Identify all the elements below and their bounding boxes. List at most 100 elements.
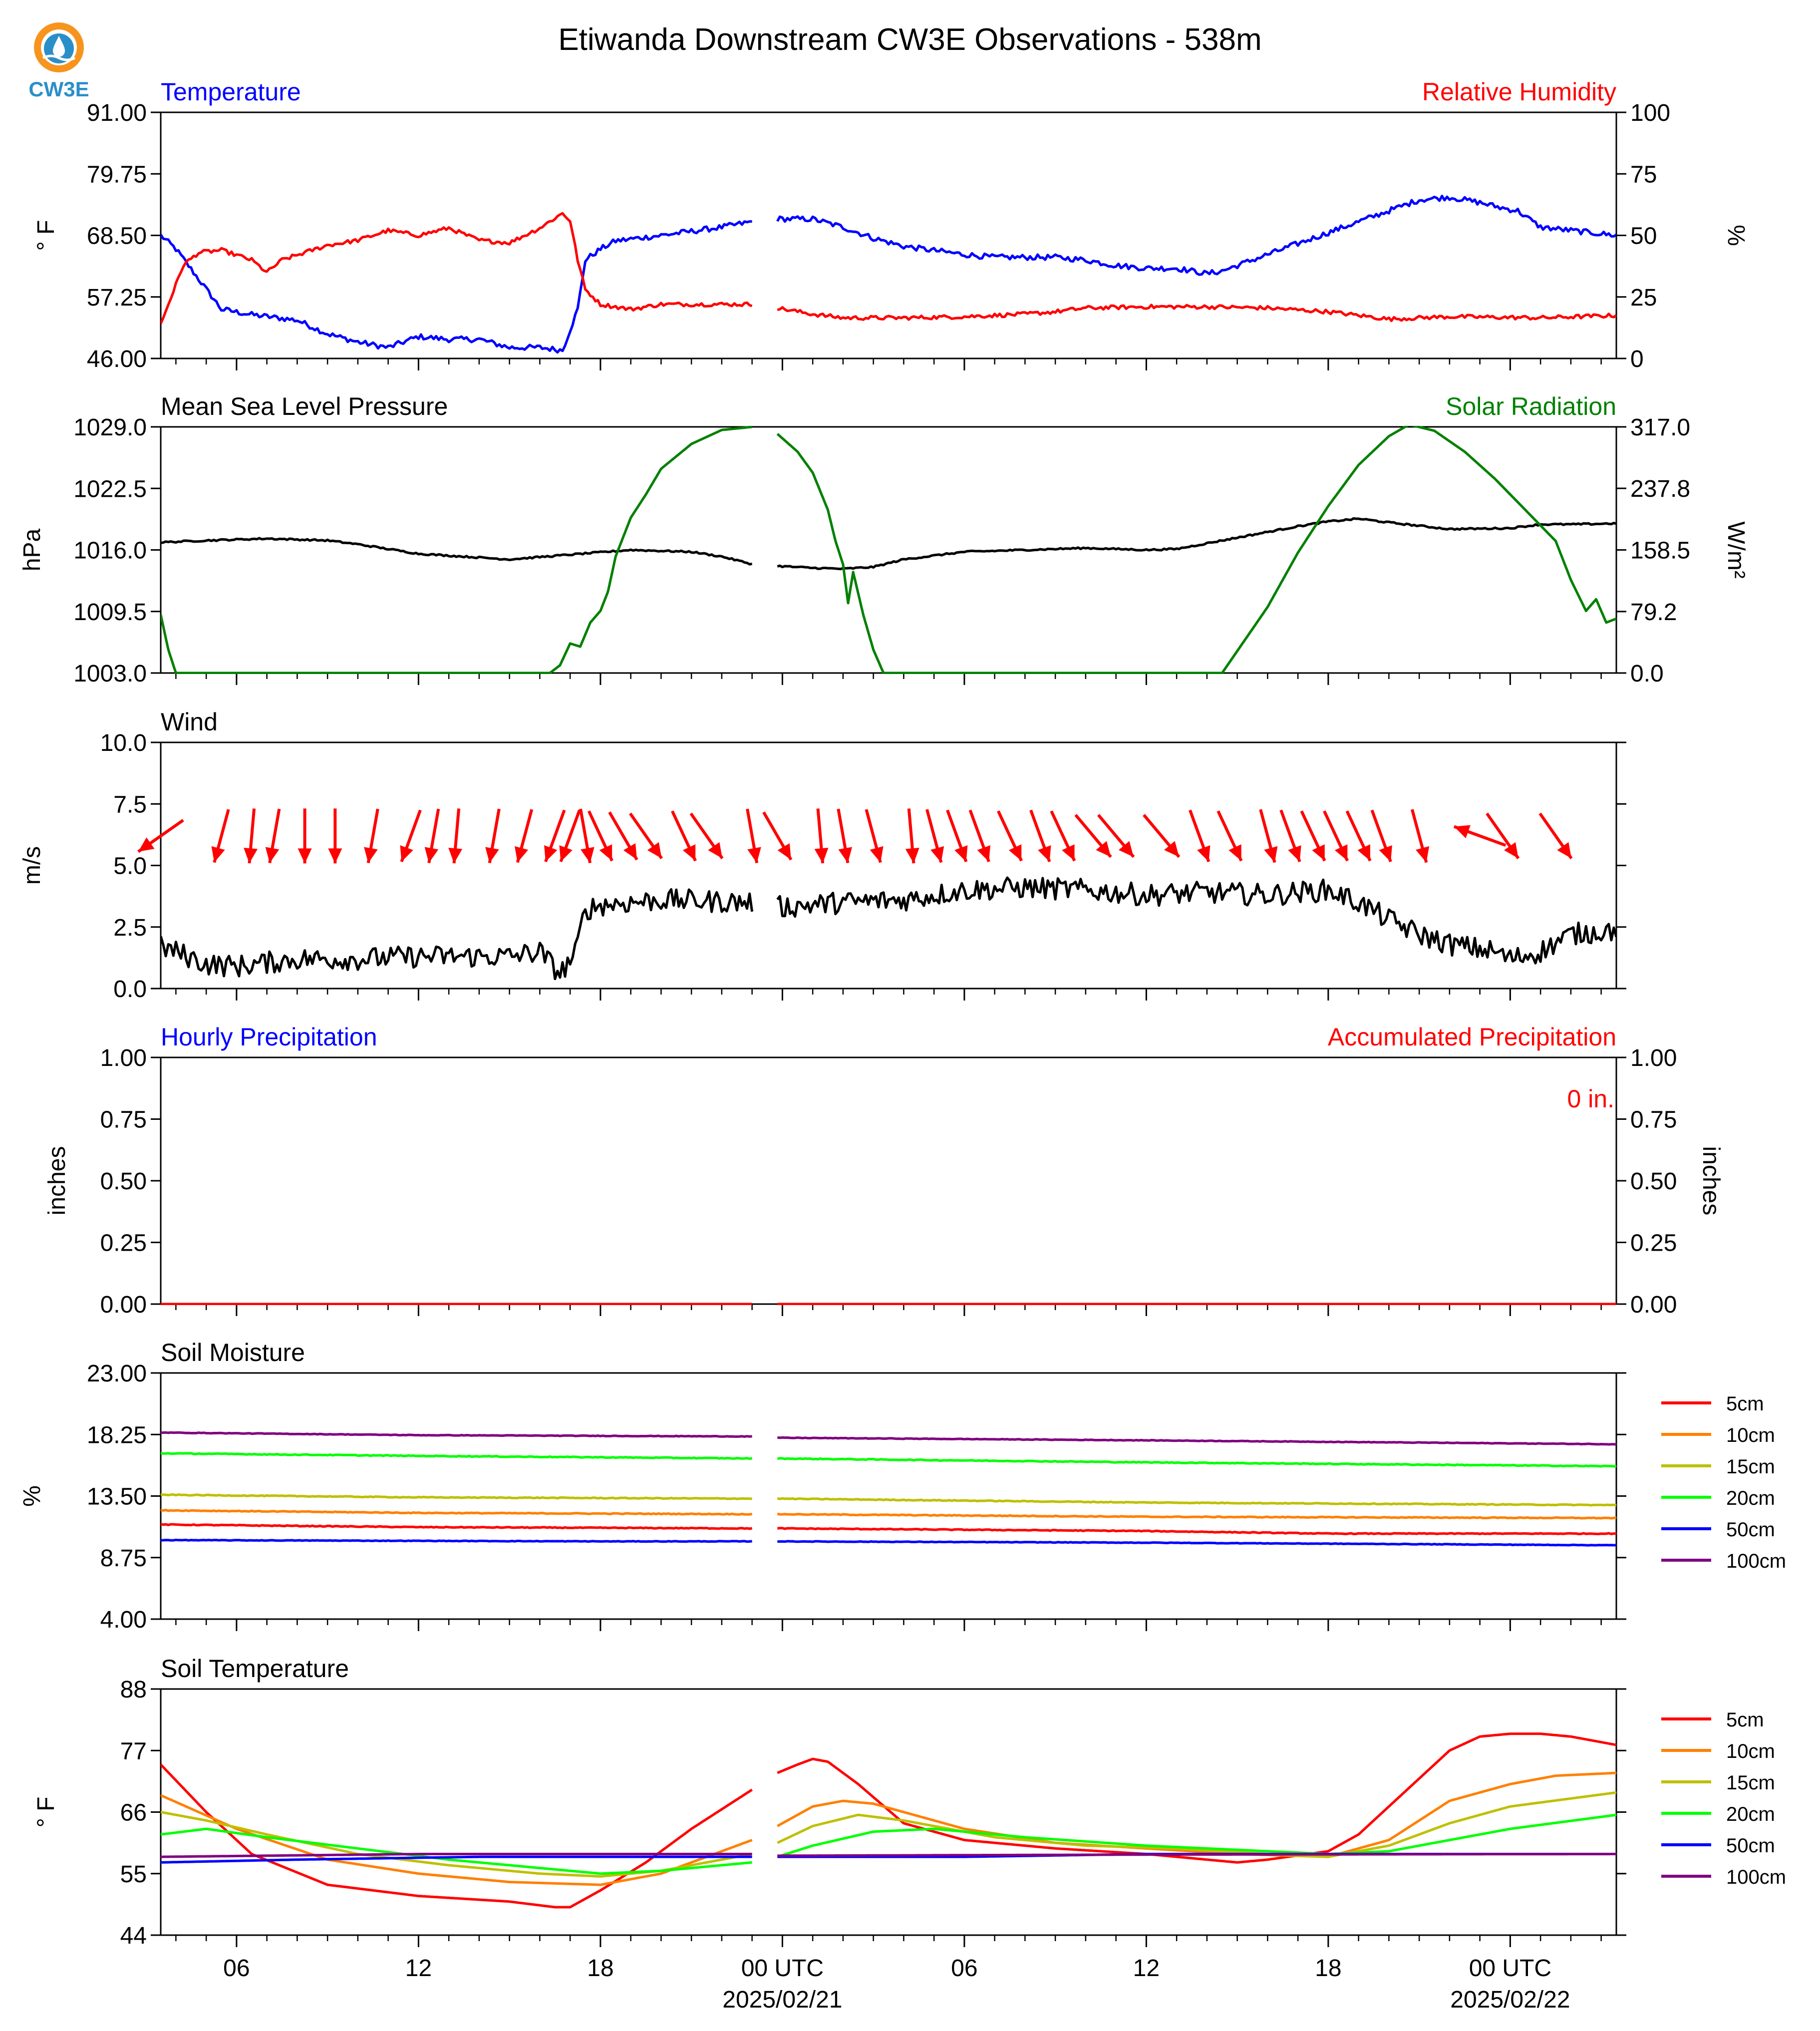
wind-direction-arrow	[1189, 809, 1211, 863]
legend-label: 10cm	[1726, 1424, 1775, 1446]
y-tick-label: 4.00	[100, 1607, 147, 1633]
legend-label: 10cm	[1726, 1740, 1775, 1762]
y-axis-label: m/s	[19, 846, 45, 885]
legend-item: 50cm	[1661, 1835, 1775, 1857]
y-axis-label: hPa	[19, 528, 45, 571]
y-tick-label: 0.50	[1630, 1168, 1677, 1195]
series-line-15cm	[161, 1493, 1616, 1507]
y-tick-label: 1022.5	[73, 476, 147, 502]
y-axis-right-label: inches	[1698, 1146, 1724, 1216]
wind-direction-arrow	[1486, 812, 1520, 860]
wind-direction-arrow	[905, 808, 919, 864]
wind-direction-arrow	[1345, 810, 1372, 862]
wind-direction-arrow	[689, 812, 724, 860]
y-axis-label: ° F	[33, 1797, 59, 1828]
y-tick-label: 100	[1630, 100, 1670, 126]
wind-direction-arrow	[244, 808, 258, 864]
y-tick-label: 237.8	[1630, 476, 1690, 502]
wind-direction-arrow	[137, 819, 184, 853]
x-axis	[175, 989, 1602, 1001]
wind-arrow-head-icon	[1312, 844, 1325, 861]
wind-direction-arrow	[485, 808, 501, 864]
wind-arrow-head-icon	[1118, 841, 1134, 857]
wind-arrows	[137, 808, 1573, 864]
series-line-primary	[161, 195, 1616, 354]
wind-direction-arrow	[814, 808, 829, 864]
y-tick-label: 0.00	[100, 1292, 147, 1318]
x-axis	[175, 673, 1602, 685]
accumulated-total-label: 0 in.	[1567, 1085, 1614, 1113]
y-axis-right: 0.00 0.25 0.50 0.75 1.00 inches	[1616, 1045, 1724, 1318]
wind-direction-arrow	[298, 808, 312, 864]
y-tick-label: 1.00	[1630, 1045, 1677, 1071]
legend-label: 20cm	[1726, 1803, 1775, 1825]
wind-direction-arrow	[1143, 814, 1181, 858]
wind-arrow-head-icon	[838, 847, 853, 863]
panel-title-right: Relative Humidity	[1422, 78, 1616, 106]
y-tick-label: 5.0	[113, 853, 147, 880]
wind-direction-arrow	[364, 808, 379, 864]
wind-direction-arrow	[448, 808, 463, 864]
y-axis-left: 0.00 0.25 0.50 0.75 1.00 inches	[44, 1045, 161, 1318]
y-tick-label: 55	[120, 1861, 147, 1888]
series-line-secondary	[161, 212, 1616, 325]
wind-arrow-head-icon	[1228, 844, 1241, 861]
x-tick-label: 00 UTC	[741, 1955, 824, 1982]
wind-arrow-head-icon	[599, 844, 612, 861]
series-group	[161, 426, 1616, 674]
wind-direction-arrow	[608, 811, 638, 861]
wind-arrow-head-icon	[1164, 841, 1180, 857]
wind-direction-arrow	[544, 809, 566, 863]
legend-label: 5cm	[1726, 1393, 1764, 1415]
wind-arrow-head-icon	[1096, 841, 1111, 857]
wind-arrow-head-icon	[364, 847, 378, 863]
y-tick-label: 317.0	[1630, 414, 1690, 441]
y-tick-label: 158.5	[1630, 538, 1690, 564]
legend-label: 20cm	[1726, 1487, 1775, 1509]
wind-arrow-head-icon	[544, 845, 558, 862]
y-axis-left: 0.0 2.5 5.0 7.5 10.0 m/s	[19, 730, 161, 1003]
wind-direction-arrow	[424, 808, 440, 864]
legend-item: 15cm	[1661, 1456, 1775, 1478]
y-axis-right	[1616, 1688, 1626, 1936]
wind-arrow-head-icon	[581, 847, 595, 863]
x-tick-label: 12	[1133, 1955, 1160, 1982]
wind-direction-arrow	[746, 808, 761, 864]
wind-arrow-head-icon	[708, 842, 723, 859]
y-tick-label: 2.5	[113, 915, 147, 941]
y-tick-label: 0.0	[1630, 661, 1664, 687]
wind-arrow-head-icon	[1454, 825, 1471, 838]
y-tick-label: 10.0	[100, 730, 147, 756]
wind-arrow-head-icon	[777, 843, 791, 860]
y-tick-label: 1016.0	[73, 538, 147, 564]
series-line-5cm	[161, 1523, 1616, 1535]
y-tick-label: 13.50	[87, 1484, 147, 1510]
y-tick-label: 0.75	[100, 1107, 147, 1133]
y-tick-label: 0.25	[100, 1230, 147, 1257]
legend-item: 100cm	[1661, 1866, 1786, 1888]
y-axis-label: %	[19, 1485, 45, 1507]
y-tick-label: 79.2	[1630, 599, 1677, 626]
wind-arrow-head-icon	[1334, 844, 1348, 861]
wind-arrow-head-icon	[1038, 845, 1051, 862]
panel-wind: 0.0 2.5 5.0 7.5 10.0 m/s Wind	[19, 708, 1626, 1003]
legend-item: 5cm	[1661, 1393, 1764, 1415]
wind-direction-arrow	[265, 808, 281, 864]
wind-direction-arrow	[670, 810, 697, 862]
wind-direction-arrow	[946, 809, 968, 863]
x-tick-label: 06	[223, 1955, 250, 1982]
legend-item: 50cm	[1661, 1519, 1775, 1541]
wind-arrow-head-icon	[747, 847, 761, 863]
y-tick-label: 7.5	[113, 791, 147, 818]
y-tick-label: 79.75	[87, 161, 147, 188]
wind-direction-arrow	[628, 812, 663, 860]
series-line-secondary	[161, 426, 1616, 674]
wind-direction-arrow	[762, 811, 793, 861]
y-axis-label: ° F	[33, 220, 59, 251]
y-axis-left: 44 55 66 77 88 ° F	[33, 1677, 161, 1949]
y-axis-right	[1616, 741, 1626, 990]
wind-arrow-head-icon	[870, 846, 884, 863]
legend-item: 10cm	[1661, 1424, 1775, 1446]
wind-direction-arrow	[559, 809, 581, 863]
